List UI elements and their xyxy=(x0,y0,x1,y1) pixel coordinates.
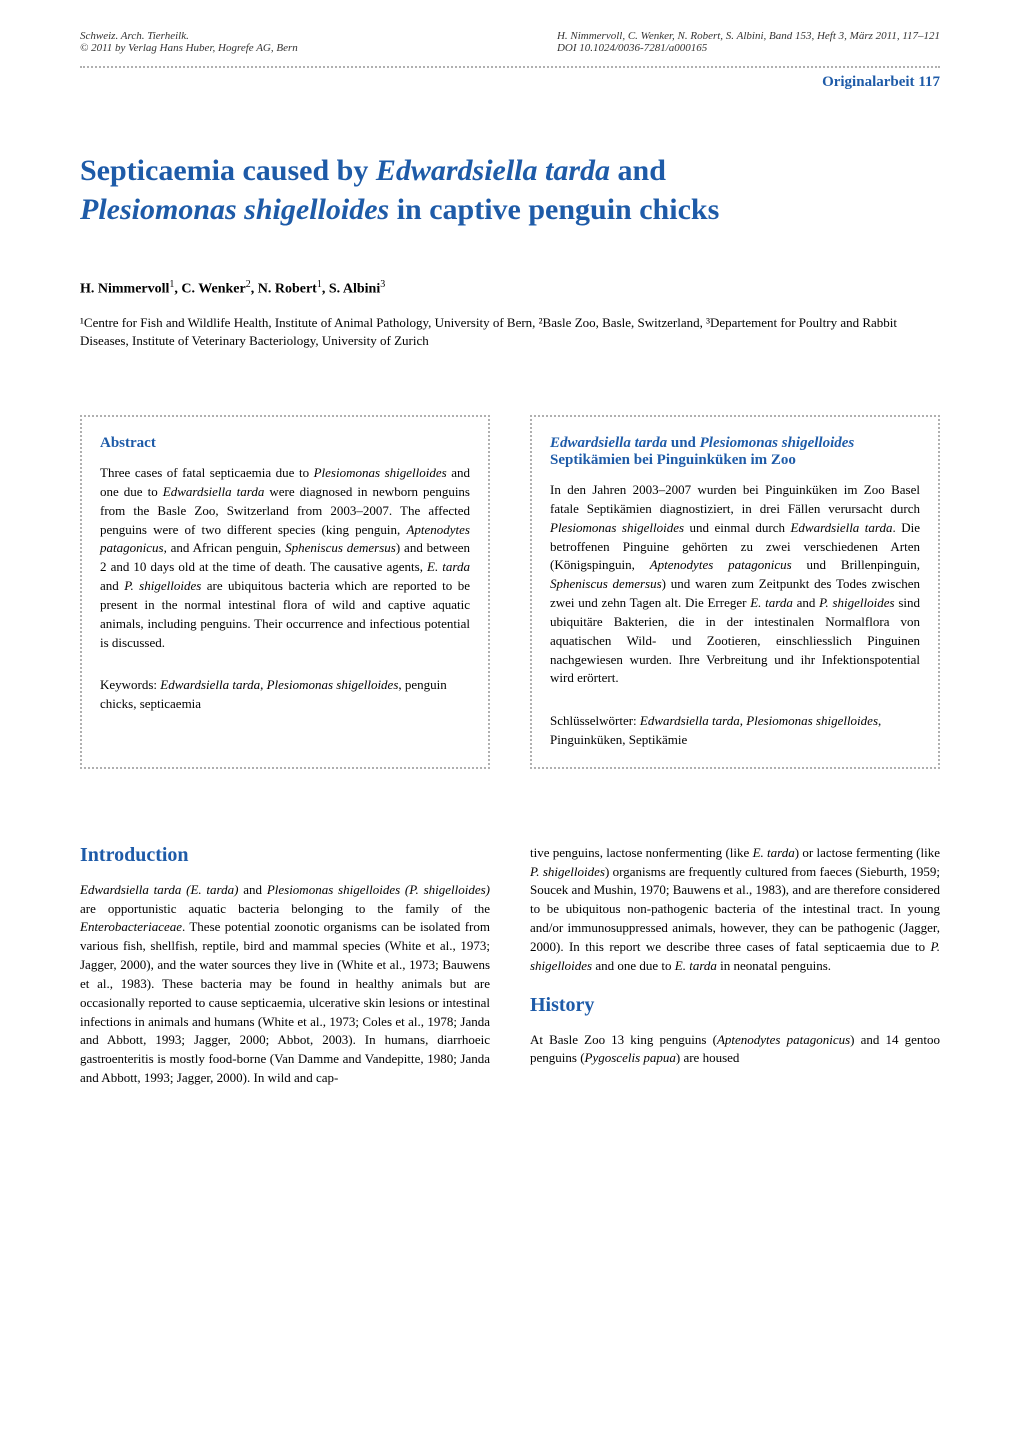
title-italic2: Plesiomonas shigelloides xyxy=(80,193,389,226)
citation-line: H. Nimmervoll, C. Wenker, N. Robert, S. … xyxy=(557,30,940,42)
header-left: Schweiz. Arch. Tierheilk. © 2011 by Verl… xyxy=(80,30,298,54)
keywords-en: Keywords: Edwardsiella tarda, Plesiomona… xyxy=(100,676,470,712)
title-italic1: Edwardsiella tarda xyxy=(376,154,610,187)
abstract-english: Abstract Three cases of fatal septicaemi… xyxy=(80,415,490,769)
header-separator xyxy=(80,66,940,68)
abstract-heading-de: Edwardsiella tarda und Plesiomonas shige… xyxy=(550,435,920,469)
abstract-heading-de-p2: Septikämien bei Pinguinküken im Zoo xyxy=(550,452,796,468)
history-text: At Basle Zoo 13 king penguins (Aptenodyt… xyxy=(530,1031,940,1069)
title-part3: in captive penguin chicks xyxy=(389,193,719,226)
abstract-german: Edwardsiella tarda und Plesiomonas shige… xyxy=(530,415,940,769)
page-header: Schweiz. Arch. Tierheilk. © 2011 by Verl… xyxy=(80,30,940,54)
doi-line: DOI 10.1024/0036-7281/a000165 xyxy=(557,42,940,54)
title-part1: Septicaemia caused by xyxy=(80,154,376,187)
keywords-de: Schlüsselwörter: Edwardsiella tarda, Ple… xyxy=(550,712,920,748)
section-label-row: Originalarbeit 117 xyxy=(80,74,940,91)
article-title: Septicaemia caused by Edwardsiella tarda… xyxy=(80,151,940,229)
abstract-heading-de-it2: Plesiomonas shigelloides xyxy=(700,435,855,451)
body-col-right: tive penguins, lactose nonfermenting (li… xyxy=(530,844,940,1088)
abstract-text-de: In den Jahren 2003–2007 wurden bei Pingu… xyxy=(550,481,920,688)
affiliations: ¹Centre for Fish and Wildlife Health, In… xyxy=(80,314,940,350)
introduction-heading: Introduction xyxy=(80,844,490,867)
introduction-text-left: Edwardsiella tarda (E. tarda) and Plesio… xyxy=(80,881,490,1088)
abstract-row: Abstract Three cases of fatal septicaemi… xyxy=(80,415,940,769)
abstract-heading-de-it1: Edwardsiella tarda xyxy=(550,435,667,451)
journal-name: Schweiz. Arch. Tierheilk. xyxy=(80,30,298,42)
section-label: Originalarbeit xyxy=(822,74,915,90)
title-part2: and xyxy=(610,154,666,187)
history-heading: History xyxy=(530,994,940,1017)
introduction-text-right: tive penguins, lactose nonfermenting (li… xyxy=(530,844,940,976)
keywords-label-en: Keywords: xyxy=(100,677,160,692)
header-center: H. Nimmervoll, C. Wenker, N. Robert, S. … xyxy=(557,30,940,54)
page-number: 117 xyxy=(918,74,940,90)
keywords-label-de: Schlüsselwörter: xyxy=(550,713,640,728)
abstract-heading-en: Abstract xyxy=(100,435,470,452)
copyright-line: © 2011 by Verlag Hans Huber, Hogrefe AG,… xyxy=(80,42,298,54)
body-col-left: Introduction Edwardsiella tarda (E. tard… xyxy=(80,844,490,1088)
abstract-text-en: Three cases of fatal septicaemia due to … xyxy=(100,464,470,652)
abstract-heading-de-p1: und xyxy=(667,435,700,451)
authors-line: H. Nimmervoll1, C. Wenker2, N. Robert1, … xyxy=(80,279,940,298)
body-columns: Introduction Edwardsiella tarda (E. tard… xyxy=(80,844,940,1088)
